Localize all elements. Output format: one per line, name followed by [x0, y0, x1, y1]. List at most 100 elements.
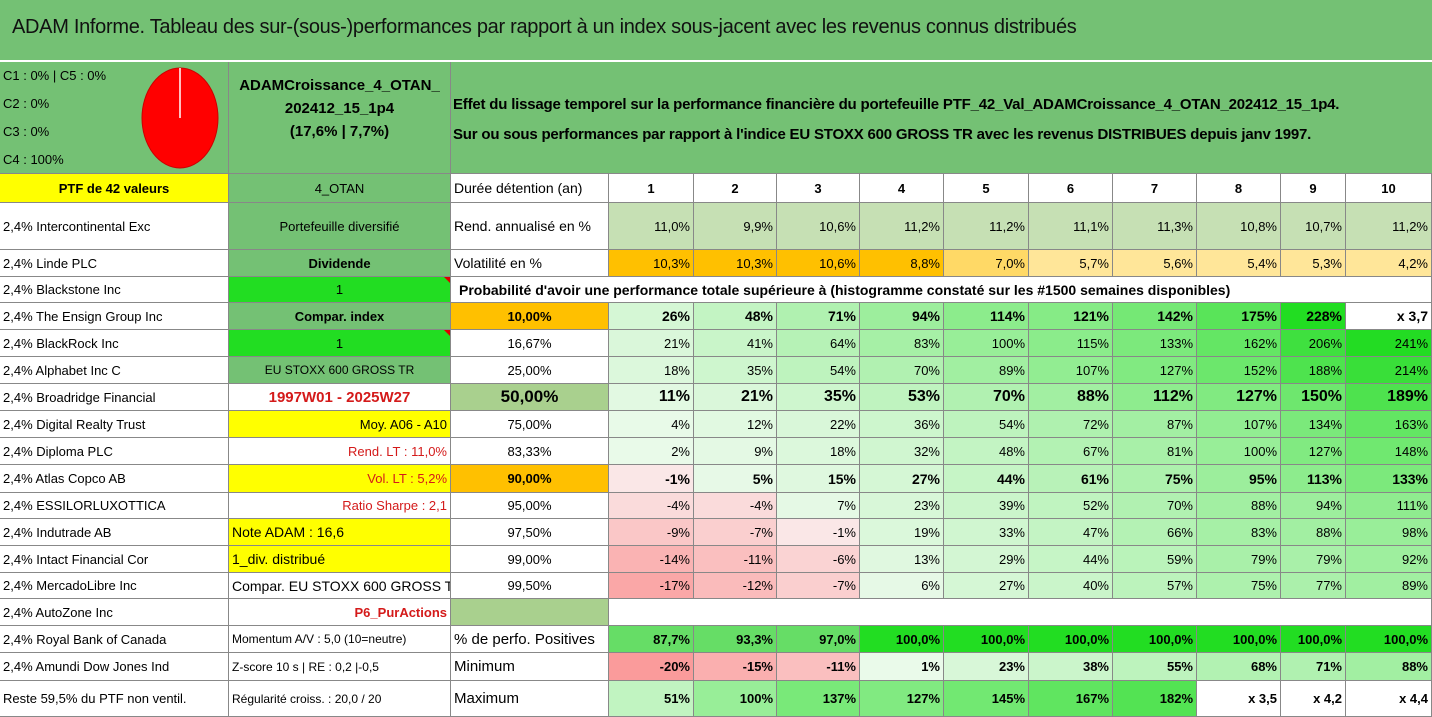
probability-value: 59%	[1113, 546, 1197, 573]
probability-value: 94%	[860, 303, 944, 330]
probability-level: 99,00%	[451, 546, 609, 573]
probability-value: 175%	[1197, 303, 1281, 330]
probability-value: 2%	[609, 438, 694, 465]
probability-value: 133%	[1113, 330, 1197, 357]
probability-value: 127%	[1197, 384, 1281, 411]
probability-value: x 3,7	[1346, 303, 1432, 330]
probability-value: 40%	[1029, 573, 1113, 599]
description-line1: Effet du lissage temporel sur la perform…	[453, 96, 1340, 113]
holding-row: 2,4% MercadoLibre Inc	[0, 573, 229, 599]
probability-value: 13%	[860, 546, 944, 573]
blank-cell	[451, 599, 609, 626]
probability-value: 92%	[1346, 546, 1432, 573]
stat-value: 100,0%	[1029, 626, 1113, 653]
holding-row: 2,4% Royal Bank of Canada	[0, 626, 229, 653]
vol-value: 5,7%	[1029, 250, 1113, 277]
stat-value: x 4,4	[1346, 681, 1432, 717]
vol-label: Volatilité en %	[451, 250, 609, 277]
probability-value: 57%	[1113, 573, 1197, 599]
fund-name-line2: 202412_15_1p4	[284, 100, 395, 117]
info-cell: Note ADAM : 16,6	[229, 519, 451, 546]
vol-value: 8,8%	[860, 250, 944, 277]
rend-value: 9,9%	[694, 203, 777, 250]
probability-value: 54%	[777, 357, 860, 384]
probability-value: 83%	[860, 330, 944, 357]
probability-value: 70%	[1113, 493, 1197, 519]
vol-value: 5,6%	[1113, 250, 1197, 277]
probability-value: 72%	[1029, 411, 1113, 438]
stat-value: 182%	[1113, 681, 1197, 717]
probability-value: 95%	[1197, 465, 1281, 493]
vol-value: 7,0%	[944, 250, 1029, 277]
holding-row: 2,4% ESSILORLUXOTTICA	[0, 493, 229, 519]
year-header: 6	[1029, 174, 1113, 203]
probability-value: -4%	[609, 493, 694, 519]
probability-value: 70%	[860, 357, 944, 384]
stat-value: 88%	[1346, 653, 1432, 681]
probability-value: 35%	[694, 357, 777, 384]
probability-value: 113%	[1281, 465, 1346, 493]
rend-label: Rend. annualisé en %	[451, 203, 609, 250]
rend-value: 10,8%	[1197, 203, 1281, 250]
probability-value: 27%	[860, 465, 944, 493]
info-cell: Rend. LT : 11,0%	[229, 438, 451, 465]
probability-value: 87%	[1113, 411, 1197, 438]
info-cell: Vol. LT : 5,2%	[229, 465, 451, 493]
probability-value: 70%	[944, 384, 1029, 411]
stat-value: x 4,2	[1281, 681, 1346, 717]
probability-value: 7%	[777, 493, 860, 519]
rend-value: 11,1%	[1029, 203, 1113, 250]
probability-value: 48%	[694, 303, 777, 330]
allocation-line: C4 : 100%	[3, 152, 64, 167]
probability-level: 75,00%	[451, 411, 609, 438]
year-header: 10	[1346, 174, 1432, 203]
probability-value: 21%	[694, 384, 777, 411]
probability-value: 83%	[1197, 519, 1281, 546]
stat-value: 1%	[860, 653, 944, 681]
vol-value: 5,3%	[1281, 250, 1346, 277]
probability-value: 206%	[1281, 330, 1346, 357]
allocation-panel: C1 : 0% | C5 : 0% C2 : 0% C3 : 0% C4 : 1…	[0, 62, 229, 174]
probability-value: -6%	[777, 546, 860, 573]
ptf-header: PTF de 42 valeurs	[0, 174, 229, 203]
probability-value: 23%	[860, 493, 944, 519]
probability-value: 75%	[1113, 465, 1197, 493]
holding-row: 2,4% Diploma PLC	[0, 438, 229, 465]
year-header: 3	[777, 174, 860, 203]
probability-value: 5%	[694, 465, 777, 493]
probability-value: 41%	[694, 330, 777, 357]
probability-value: 35%	[777, 384, 860, 411]
stat-value: 23%	[944, 653, 1029, 681]
allocation-line: C3 : 0%	[3, 124, 50, 139]
probability-value: 127%	[1113, 357, 1197, 384]
probability-value: 4%	[609, 411, 694, 438]
probability-value: 44%	[944, 465, 1029, 493]
holding-row: 2,4% Alphabet Inc C	[0, 357, 229, 384]
probability-value: 148%	[1346, 438, 1432, 465]
probability-level: 83,33%	[451, 438, 609, 465]
vol-value: 10,3%	[694, 250, 777, 277]
probability-level: 95,00%	[451, 493, 609, 519]
rend-value: 10,6%	[777, 203, 860, 250]
info-cell: Compar. index	[229, 303, 451, 330]
probability-value: -11%	[694, 546, 777, 573]
probability-value: 75%	[1197, 573, 1281, 599]
stat-value: -15%	[694, 653, 777, 681]
year-header: 4	[860, 174, 944, 203]
probability-value: 163%	[1346, 411, 1432, 438]
info-cell: Portefeuille diversifié	[229, 203, 451, 250]
stat-label: Minimum	[451, 653, 609, 681]
info-cell: Ratio Sharpe : 2,1	[229, 493, 451, 519]
probability-value: 107%	[1029, 357, 1113, 384]
year-header: 1	[609, 174, 694, 203]
stat-value: -20%	[609, 653, 694, 681]
blank-cell	[1346, 277, 1432, 303]
probability-level: 16,67%	[451, 330, 609, 357]
probability-value: -1%	[777, 519, 860, 546]
probability-value: 36%	[860, 411, 944, 438]
probability-value: 81%	[1113, 438, 1197, 465]
probability-value: 127%	[1281, 438, 1346, 465]
stat-value: 145%	[944, 681, 1029, 717]
probability-value: -4%	[694, 493, 777, 519]
probability-value: 88%	[1029, 384, 1113, 411]
